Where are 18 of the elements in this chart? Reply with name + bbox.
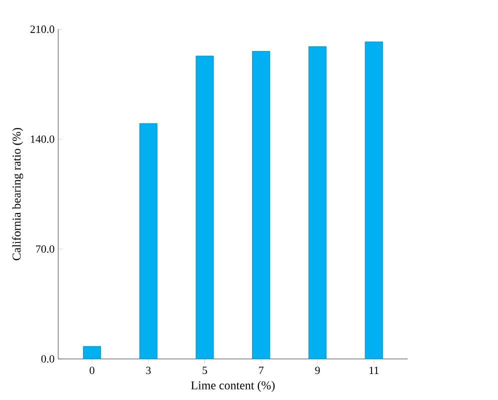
y-axis-title: California bearing ratio (%) — [12, 128, 24, 260]
x-tick-label: 0 — [90, 366, 94, 374]
y-tick-label: 140.0 — [30, 135, 54, 143]
bar — [139, 123, 158, 359]
x-tick-label: 11 — [370, 366, 379, 374]
bar — [308, 46, 327, 359]
x-tick-label: 5 — [202, 366, 208, 374]
bar — [252, 50, 270, 359]
x-tick-label: 7 — [259, 366, 264, 374]
bar — [83, 346, 101, 359]
y-tick-label: 0.0 — [41, 355, 54, 363]
bar — [364, 42, 383, 359]
x-tick-label: 3 — [146, 366, 151, 374]
x-tick-label: 9 — [315, 366, 320, 374]
y-tick-label: 70.0 — [36, 245, 54, 253]
bar — [196, 56, 214, 359]
x-axis-title: Lime content (%) — [191, 380, 275, 392]
y-tick-label: 210.0 — [30, 25, 54, 33]
